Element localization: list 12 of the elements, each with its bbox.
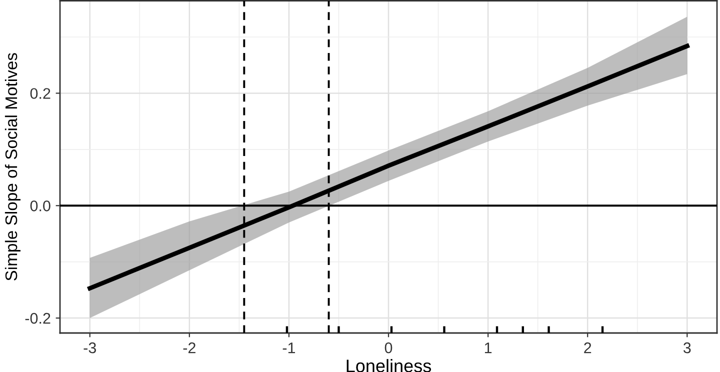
- x-tick-label: -1: [282, 342, 295, 354]
- x-tick-label: 3: [683, 342, 691, 354]
- y-tick-label: 0.2: [30, 88, 50, 99]
- x-tick-label: 2: [584, 342, 592, 354]
- x-axis-title: Loneliness: [346, 359, 432, 372]
- x-tick-label: 1: [484, 342, 492, 354]
- x-tick-label: -2: [183, 342, 196, 354]
- y-tick-label: 0.0: [30, 200, 50, 212]
- y-tick-label: -0.2: [25, 312, 50, 324]
- x-tick-label: 0: [384, 342, 392, 354]
- y-axis-title: Simple Slope of Social Motives: [4, 53, 20, 281]
- x-tick-label: -3: [84, 342, 96, 354]
